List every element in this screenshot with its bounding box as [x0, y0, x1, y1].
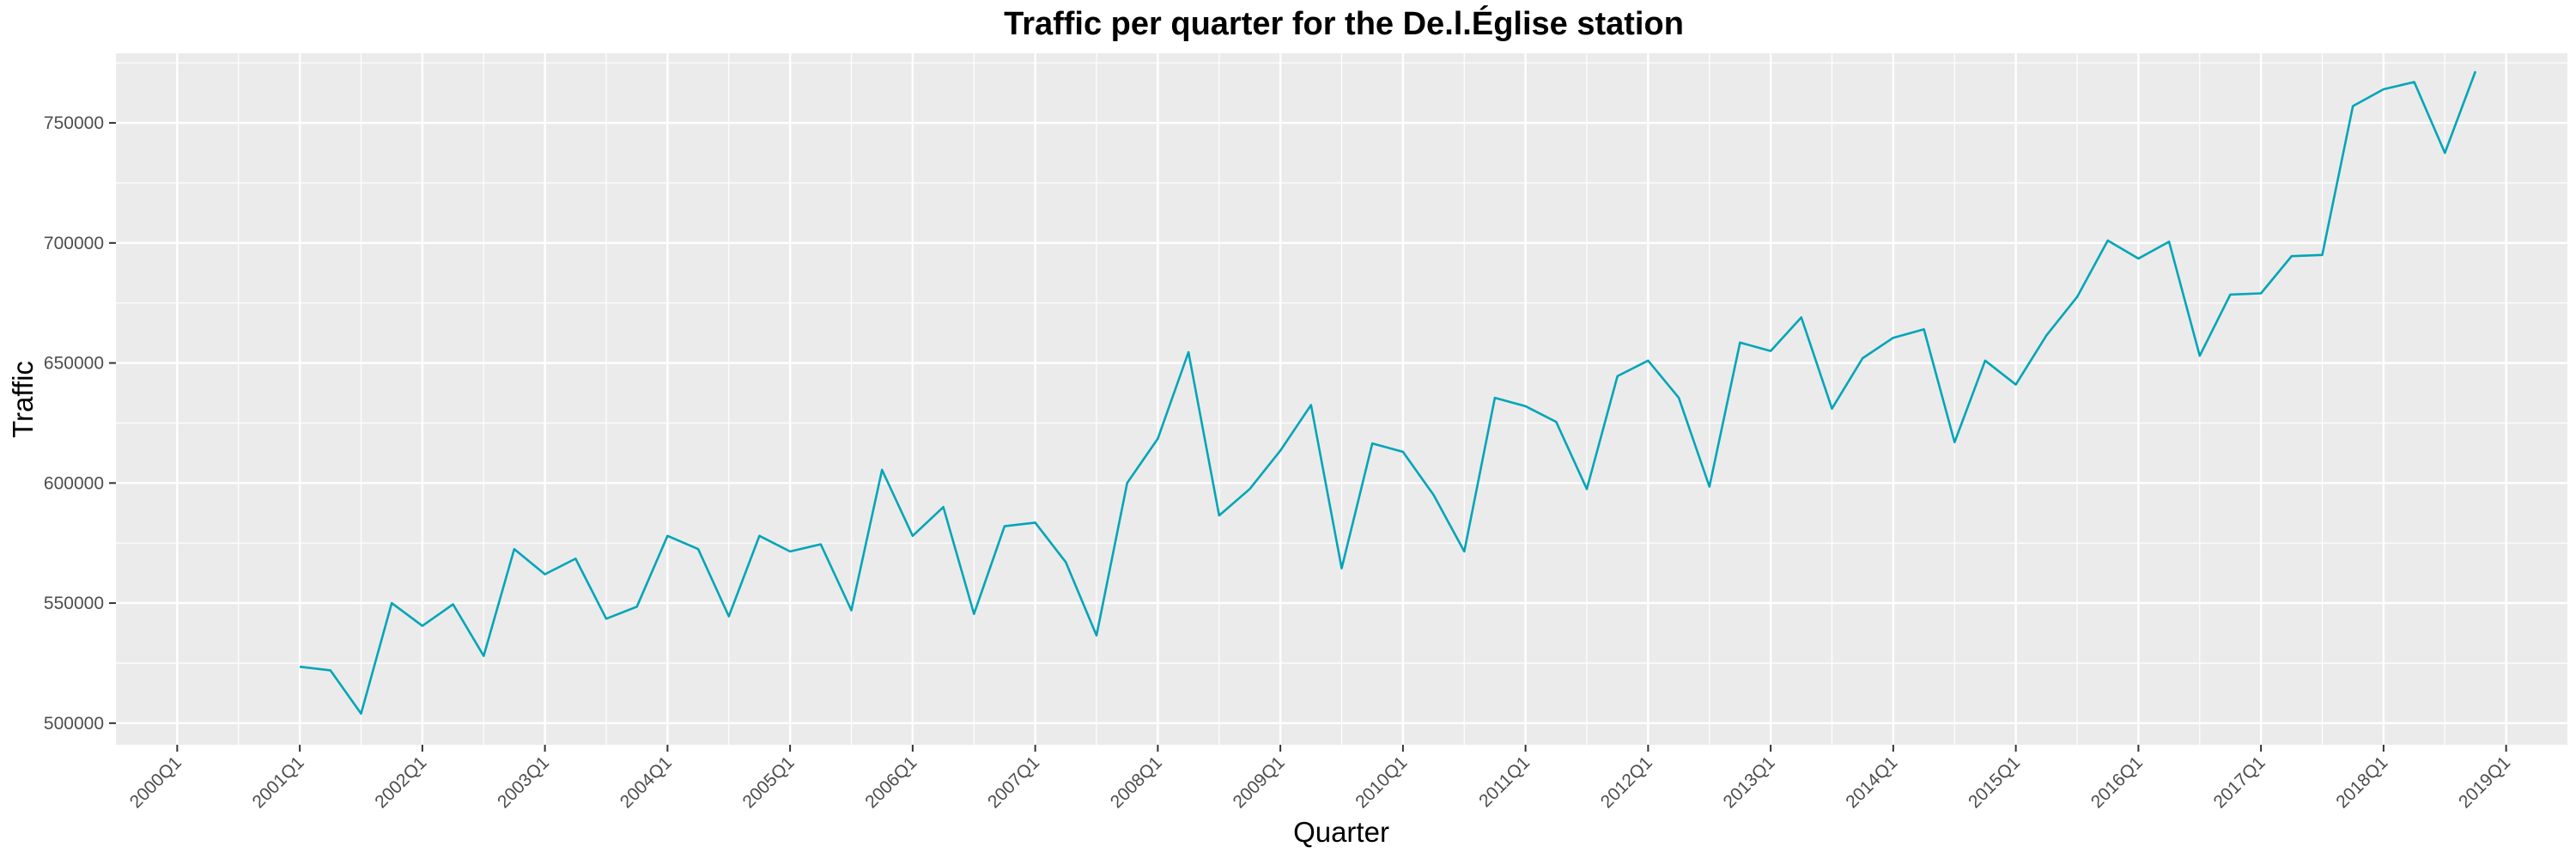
y-tick-label: 650000: [44, 354, 104, 374]
y-tick-label: 500000: [44, 714, 104, 734]
y-tick-label: 550000: [44, 594, 104, 613]
x-axis-title: Quarter: [1293, 816, 1389, 848]
series-line-traffic: [299, 70, 2477, 716]
y-tick-label: 600000: [44, 473, 104, 493]
y-tick-label: 750000: [44, 113, 104, 133]
y-axis-title: Traffic: [7, 361, 39, 438]
y-tick-label: 700000: [44, 234, 104, 253]
grid-lines: [116, 53, 2567, 745]
axes: [109, 122, 2507, 752]
chart-title: Traffic per quarter for the De.l.Église …: [1004, 4, 1684, 42]
